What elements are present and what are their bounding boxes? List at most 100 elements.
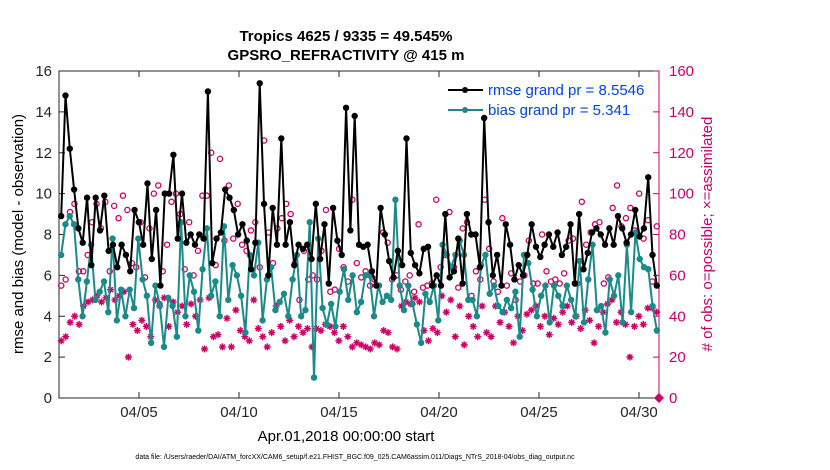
assimilated-obs-point (653, 308, 661, 316)
rmse-point (627, 231, 635, 238)
assimilated-obs-point (559, 308, 567, 316)
rmse-point (66, 145, 73, 152)
rmse-point (347, 227, 354, 234)
rmse-point (588, 229, 596, 236)
possible-obs-point (596, 218, 603, 226)
possible-obs-point (384, 239, 391, 246)
legend-bias-marker (462, 107, 468, 113)
rmse-point (308, 255, 315, 263)
bias-point (585, 276, 592, 283)
y-tick-label: 4 (44, 308, 52, 325)
y-tick-label: 2 (44, 349, 52, 366)
bias-point (79, 313, 86, 320)
bias-point (572, 313, 579, 320)
rmse-point (606, 225, 613, 232)
assimilated-obs-point (84, 298, 92, 306)
assimilated-obs-point (626, 353, 634, 361)
bias-point (105, 308, 112, 316)
assimilated-obs-point (192, 312, 200, 320)
possible-obs-point (560, 270, 568, 277)
rmse-point (398, 261, 406, 269)
rmse-point (334, 237, 341, 244)
bias-point (259, 317, 266, 324)
rmse-point (252, 239, 259, 246)
assimilated-obs-point (456, 302, 464, 310)
assimilated-obs-point (160, 294, 168, 302)
bias-point (122, 313, 129, 320)
assimilated-obs-point (178, 302, 186, 310)
rmse-point (584, 249, 591, 257)
bias-point (542, 282, 549, 289)
assimilated-obs-point (304, 325, 312, 333)
bias-point (135, 235, 142, 242)
rmse-point (532, 243, 540, 250)
rmse-point (273, 241, 281, 248)
legend-rmse-marker (462, 87, 468, 93)
bias-point (212, 278, 219, 285)
rmse-point (269, 204, 276, 212)
rmse-point (614, 212, 622, 220)
bias-point (139, 276, 146, 283)
possible-obs-point (415, 221, 422, 228)
assimilated-obs-point (375, 341, 383, 349)
assimilated-obs-point (129, 320, 137, 328)
rmse-point (291, 261, 298, 269)
possible-obs-point (185, 218, 193, 226)
assimilated-obs-point (465, 312, 473, 320)
x-tick-label: 04/20 (420, 404, 458, 421)
rmse-series (57, 80, 661, 290)
rmse-point (96, 227, 104, 234)
rmse-point (545, 231, 553, 238)
rmse-point (407, 249, 414, 257)
bias-point (109, 235, 116, 242)
bias-point (370, 313, 378, 320)
chart-subtitle: GPSRO_REFRACTIVITY @ 415 m (228, 47, 465, 64)
assimilated-obs-point (509, 339, 517, 347)
bias-point (546, 319, 553, 326)
rmse-point (239, 221, 246, 228)
bias-point (323, 321, 331, 328)
rmse-point (442, 210, 449, 218)
bias-point (499, 308, 506, 316)
y2-tick-label: 0 (669, 390, 677, 407)
possible-obs-point (163, 241, 171, 248)
bias-point (216, 313, 223, 320)
possible-obs-point (353, 259, 361, 267)
bias-point (66, 212, 73, 220)
assimilated-obs-point (335, 337, 343, 345)
bias-point (285, 313, 292, 320)
assimilated-obs-point (577, 325, 585, 333)
possible-obs-point (168, 198, 175, 206)
rmse-point (118, 241, 125, 248)
bias-point (392, 196, 399, 203)
rmse-point (109, 241, 117, 248)
bias-point (379, 298, 386, 306)
rmse-point (243, 237, 250, 244)
assimilated-obs-point (523, 310, 531, 318)
bias-point (597, 302, 605, 310)
bias-point (426, 298, 433, 306)
rmse-point (75, 225, 82, 232)
assimilated-obs-point (227, 343, 235, 351)
possible-obs-point (432, 196, 440, 204)
bias-point (280, 290, 288, 297)
possible-obs-point (309, 272, 316, 279)
assimilated-obs-point (209, 333, 217, 341)
possible-obs-point (472, 268, 480, 275)
assimilated-obs-point (420, 327, 428, 335)
assimilated-obs-point (505, 322, 513, 330)
rmse-point (204, 88, 212, 95)
rmse-point (114, 264, 121, 271)
rmse-point (230, 206, 238, 214)
bias-point (156, 300, 163, 308)
assimilated-obs-point (487, 333, 495, 341)
rmse-point (541, 241, 548, 248)
bias-point (229, 261, 236, 269)
assimilated-obs-point (133, 327, 141, 335)
assimilated-obs-point (308, 343, 316, 351)
possible-obs-point (538, 231, 546, 238)
bias-point (580, 319, 588, 326)
bias-point (387, 296, 395, 304)
bias-point (636, 255, 643, 263)
bias-point (512, 288, 519, 295)
